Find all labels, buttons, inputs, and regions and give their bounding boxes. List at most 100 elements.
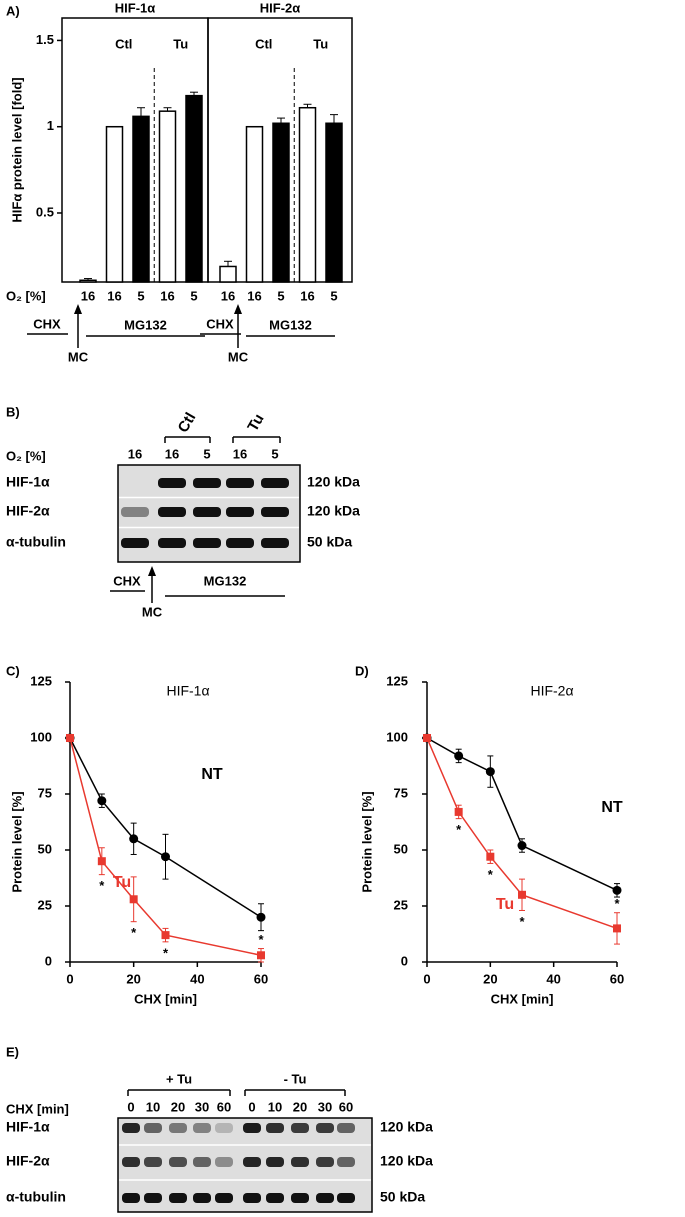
y-tick-label: 25 — [394, 897, 408, 912]
lane-label: 60 — [217, 1099, 231, 1114]
group-label: - Tu — [284, 1071, 307, 1086]
significance: * — [488, 867, 494, 882]
x-tick-label: 5 — [190, 288, 197, 303]
marker — [517, 841, 527, 851]
marker — [66, 734, 74, 742]
y-axis-label: Protein level [%] — [9, 791, 24, 892]
band — [266, 1157, 284, 1167]
marker — [423, 734, 431, 742]
marker — [486, 852, 495, 861]
treatment-label: CHX — [113, 573, 141, 588]
marker — [161, 931, 170, 940]
band — [266, 1123, 284, 1133]
x-tick-label: 20 — [483, 971, 497, 986]
group-label: Ctl — [175, 410, 200, 436]
x-tick-label: 5 — [277, 288, 284, 303]
protein-label: α-tubulin — [6, 534, 66, 550]
band — [169, 1193, 187, 1203]
x-tick-label: 16 — [160, 288, 174, 303]
series-label: NT — [201, 766, 223, 783]
marker — [518, 890, 526, 899]
marker — [454, 807, 463, 816]
band — [291, 1193, 309, 1203]
band — [122, 1123, 140, 1133]
lane-label: 30 — [195, 1099, 209, 1114]
band — [144, 1123, 162, 1133]
band — [193, 507, 221, 517]
lane-label: 0 — [248, 1099, 255, 1114]
panel-label: E) — [6, 1044, 19, 1059]
chart-title: HIF-1α — [166, 683, 209, 699]
y-tick-label: 50 — [38, 841, 52, 856]
group-label: + Tu — [166, 1071, 192, 1086]
x-tick-label: 40 — [546, 971, 560, 986]
y-tick-label: 0 — [45, 953, 52, 968]
band — [243, 1157, 261, 1167]
y-tick-label: 75 — [394, 785, 408, 800]
x-tick-label: 40 — [190, 971, 204, 986]
band — [316, 1157, 334, 1167]
lane-label: 20 — [293, 1099, 307, 1114]
x-tick-label: 16 — [300, 288, 314, 303]
band — [121, 507, 149, 517]
marker — [256, 912, 266, 922]
band — [226, 478, 254, 488]
size-label: 120 kDa — [307, 503, 360, 519]
group-label: Tu — [244, 411, 267, 434]
chart-title: HIF-2α — [530, 683, 573, 699]
band — [337, 1157, 355, 1167]
x-tick-label: 5 — [330, 288, 337, 303]
protein-label: HIF-2α — [6, 1153, 50, 1169]
x-tick-label: 16 — [81, 288, 95, 303]
y-tick-label: 100 — [30, 729, 52, 744]
panel-label: B) — [6, 404, 20, 419]
band — [169, 1157, 187, 1167]
band — [121, 538, 149, 548]
lane-header: O₂ [%] — [6, 448, 46, 463]
lane-label: 10 — [268, 1099, 282, 1114]
x-axis-label: CHX [min] — [491, 991, 554, 1006]
marker — [257, 951, 265, 960]
band — [316, 1193, 334, 1203]
series-label: Tu — [496, 896, 514, 913]
bar — [325, 122, 343, 283]
x-tick-label: 60 — [610, 971, 624, 986]
lane-header: CHX [min] — [6, 1101, 69, 1116]
y-axis-label: Protein level [%] — [359, 791, 374, 892]
y-tick-label: 75 — [38, 785, 52, 800]
band — [316, 1123, 334, 1133]
band — [261, 478, 289, 488]
protein-label: HIF-1α — [6, 474, 50, 490]
significance: * — [519, 914, 525, 929]
treatment-label: MG132 — [269, 317, 312, 332]
treatment-label: CHX — [33, 316, 61, 331]
band — [226, 507, 254, 517]
bar — [272, 122, 290, 283]
y-tick-label: 125 — [386, 673, 408, 688]
protein-label: HIF-2α — [6, 503, 50, 519]
bar — [298, 106, 317, 283]
bar — [79, 279, 97, 283]
treatment-label: CHX — [206, 316, 234, 331]
band — [215, 1193, 233, 1203]
band — [215, 1123, 233, 1133]
marker — [454, 751, 464, 761]
panel-label: A) — [6, 3, 20, 18]
band — [266, 1193, 284, 1203]
size-label: 50 kDa — [307, 534, 352, 550]
significance: * — [456, 822, 462, 837]
band — [122, 1193, 140, 1203]
x-axis-label: CHX [min] — [134, 991, 197, 1006]
treatment-label: MG132 — [204, 573, 247, 588]
band — [144, 1193, 162, 1203]
x-tick-label: 0 — [423, 971, 430, 986]
marker — [97, 796, 107, 806]
band — [193, 1123, 211, 1133]
series-label: Tu — [113, 874, 131, 891]
band — [158, 507, 186, 517]
y-axis-label: HIFα protein level [fold] — [9, 77, 24, 222]
band — [215, 1157, 233, 1167]
group-label: Tu — [173, 36, 188, 51]
chart-title: HIF-1α — [115, 0, 156, 15]
